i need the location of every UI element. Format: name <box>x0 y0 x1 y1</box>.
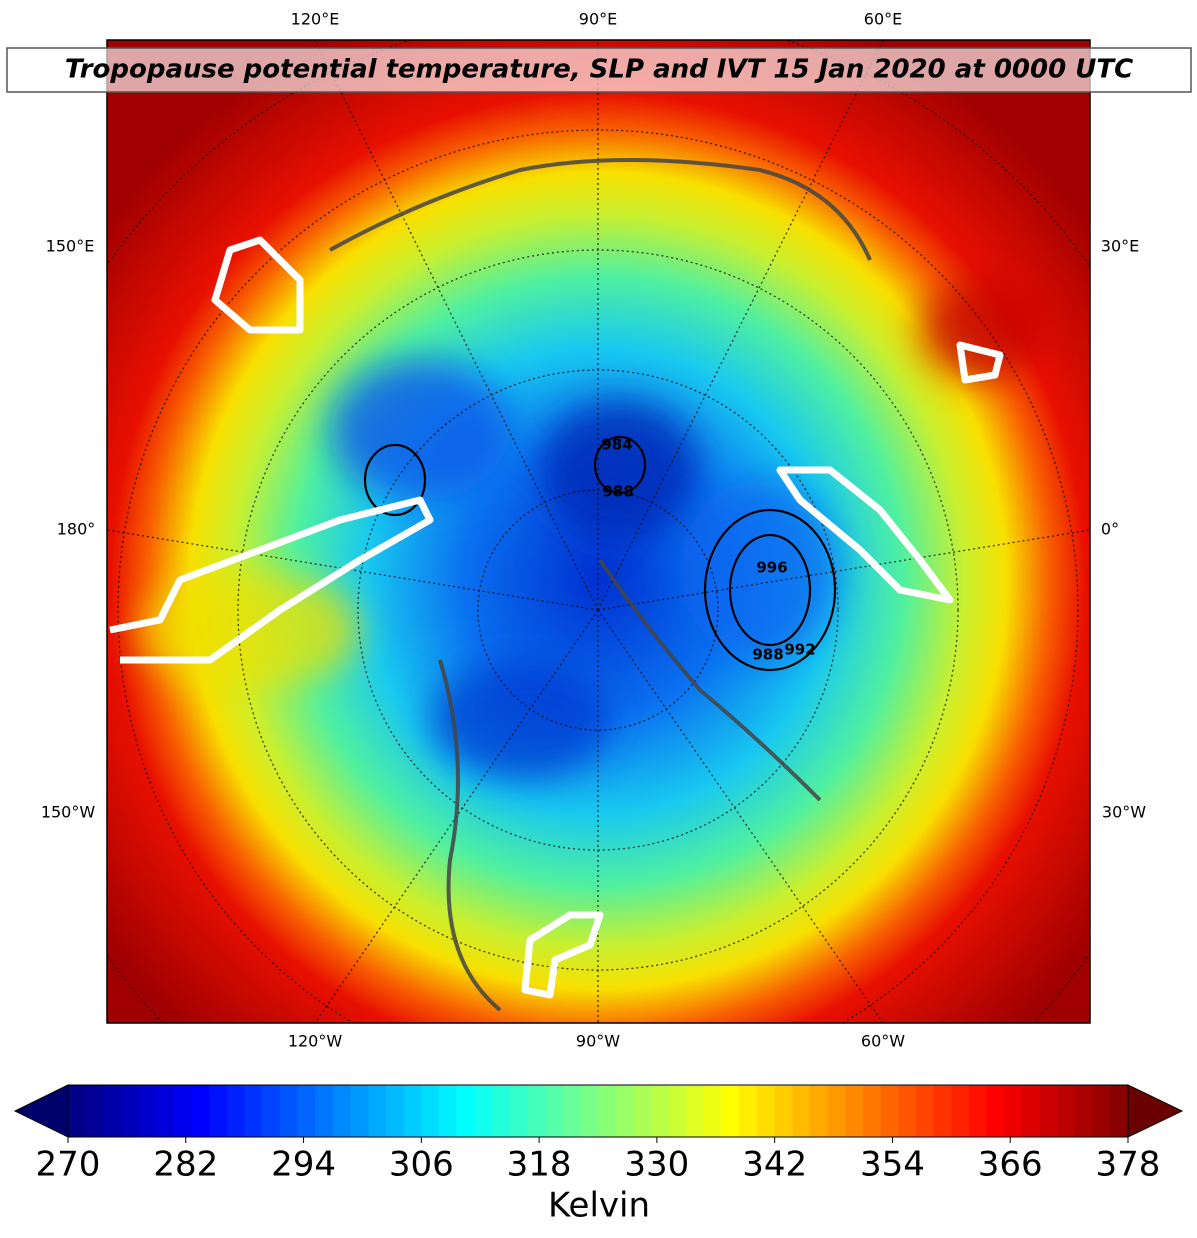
lon-label: 60°E <box>864 10 902 29</box>
colorbar-segment <box>85 1085 104 1137</box>
lon-label: 90°E <box>579 10 617 29</box>
colorbar-segment <box>386 1085 405 1137</box>
colorbar-segment <box>739 1085 758 1137</box>
colorbar-segment <box>368 1085 387 1137</box>
title: Tropopause potential temperature, SLP an… <box>65 55 1133 85</box>
lon-label: 120°W <box>288 1032 343 1051</box>
colorbar-tick-label: 306 <box>389 1145 454 1185</box>
colorbar-extend-max <box>1127 1084 1184 1138</box>
colorbar-segment <box>1022 1085 1041 1137</box>
lon-label: 150°W <box>41 803 96 822</box>
colorbar-segment <box>315 1085 334 1137</box>
colorbar-tick-label: 330 <box>624 1145 689 1185</box>
colorbar-tick-label: 354 <box>860 1145 925 1185</box>
colorbar-segment <box>898 1085 917 1137</box>
colorbar-tick-label: 342 <box>742 1145 807 1185</box>
colorbar-segment <box>810 1085 829 1137</box>
colorbar-segment <box>121 1085 140 1137</box>
colorbar-segment <box>562 1085 581 1137</box>
colorbar-segment <box>1057 1085 1076 1137</box>
colorbar-segment <box>598 1085 617 1137</box>
contour-label: 996 <box>756 559 787 577</box>
colorbar-segment <box>916 1085 935 1137</box>
colorbar-segment <box>333 1085 352 1137</box>
contour-label: 988 <box>602 483 633 501</box>
colorbar-segment <box>933 1085 952 1137</box>
colorbar-segment <box>1075 1085 1094 1137</box>
colorbar-segment <box>704 1085 723 1137</box>
colorbar-segment <box>615 1085 634 1137</box>
colorbar-segment <box>227 1085 246 1137</box>
lon-label: 0° <box>1101 520 1119 539</box>
colorbar-segment <box>969 1085 988 1137</box>
lon-label: 30°E <box>1101 237 1139 256</box>
colorbar-segment <box>527 1085 546 1137</box>
lon-label: 30°W <box>1102 803 1146 822</box>
colorbar-segment <box>68 1085 87 1137</box>
colorbar-segment <box>103 1085 122 1137</box>
colorbar-segment <box>827 1085 846 1137</box>
colorbar-segment <box>774 1085 793 1137</box>
colorbar-segment <box>651 1085 670 1137</box>
colorbar-segment <box>757 1085 776 1137</box>
colorbar-tick-label: 282 <box>153 1145 218 1185</box>
contour-label: 984 <box>601 436 632 454</box>
colorbar-segment <box>174 1085 193 1137</box>
lon-label: 90°W <box>576 1032 620 1051</box>
colorbar-segment <box>686 1085 705 1137</box>
colorbar-segment <box>209 1085 228 1137</box>
colorbar-segment <box>721 1085 740 1137</box>
colorbar-tick-label: 366 <box>978 1145 1043 1185</box>
colorbar-segment <box>138 1085 157 1137</box>
colorbar-segment <box>986 1085 1005 1137</box>
colorbar-tick-label: 270 <box>36 1145 101 1185</box>
colorbar-segment <box>1110 1085 1129 1137</box>
colorbar-segment <box>156 1085 175 1137</box>
colorbar-segment <box>845 1085 864 1137</box>
colorbar-segment <box>1039 1085 1058 1137</box>
colorbar-segment <box>668 1085 687 1137</box>
map-frame <box>106 39 1091 1024</box>
colorbar-segment <box>509 1085 528 1137</box>
colorbar-segment <box>439 1085 458 1137</box>
colorbar-segment <box>403 1085 422 1137</box>
colorbar-segment <box>1004 1085 1023 1137</box>
colorbar-segment <box>792 1085 811 1137</box>
colorbar-segment <box>633 1085 652 1137</box>
colorbar-segment <box>863 1085 882 1137</box>
colorbar-frame <box>67 1084 1129 1138</box>
lon-label: 120°E <box>291 10 340 29</box>
colorbar-segment <box>421 1085 440 1137</box>
colorbar-label: Kelvin <box>548 1186 650 1226</box>
colorbar-segment <box>280 1085 299 1137</box>
colorbar-segment <box>880 1085 899 1137</box>
colorbar-segment <box>474 1085 493 1137</box>
colorbar-segment <box>545 1085 564 1137</box>
colorbar-segment <box>262 1085 281 1137</box>
colorbar-extend-min <box>13 1084 69 1138</box>
title-box <box>6 47 1192 93</box>
colorbar-tick-label: 294 <box>271 1145 336 1185</box>
colorbar-tick-label: 318 <box>507 1145 572 1185</box>
contour-label: 992 <box>784 641 815 659</box>
colorbar-segment <box>580 1085 599 1137</box>
colorbar-segment <box>1092 1085 1111 1137</box>
colorbar-segment <box>456 1085 475 1137</box>
lon-label: 150°E <box>46 237 95 256</box>
colorbar-tick-label: 378 <box>1096 1145 1161 1185</box>
colorbar-segment <box>244 1085 263 1137</box>
colorbar-segment <box>191 1085 210 1137</box>
colorbar-segment <box>492 1085 511 1137</box>
colorbar-segment <box>951 1085 970 1137</box>
colorbar-segment <box>350 1085 369 1137</box>
lon-label: 180° <box>57 520 96 539</box>
contour-label: 988 <box>752 646 783 664</box>
colorbar-segment <box>297 1085 316 1137</box>
lon-label: 60°W <box>861 1032 905 1051</box>
